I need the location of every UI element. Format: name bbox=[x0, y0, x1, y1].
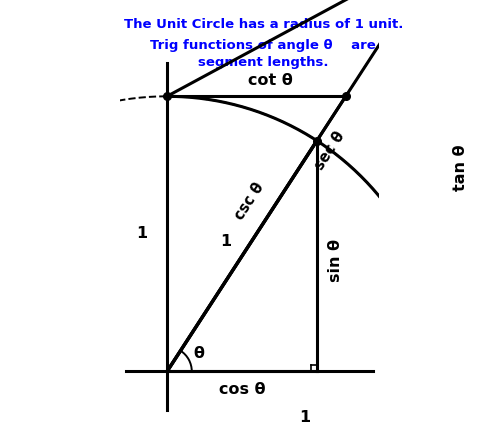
Text: cos θ: cos θ bbox=[219, 382, 265, 397]
Text: 1: 1 bbox=[299, 410, 310, 425]
Text: 1: 1 bbox=[137, 226, 148, 241]
Text: 1: 1 bbox=[220, 234, 231, 249]
Text: tan θ: tan θ bbox=[453, 145, 468, 191]
Text: The Unit Circle has a radius of 1 unit.: The Unit Circle has a radius of 1 unit. bbox=[124, 18, 403, 31]
Text: Trig functions of angle θ    are: Trig functions of angle θ are bbox=[150, 38, 376, 51]
Text: cot θ: cot θ bbox=[249, 73, 293, 88]
Text: sec θ: sec θ bbox=[311, 128, 347, 172]
Text: segment lengths.: segment lengths. bbox=[198, 57, 328, 70]
Text: sin θ: sin θ bbox=[328, 239, 343, 282]
Text: θ: θ bbox=[193, 346, 204, 361]
Text: csc θ: csc θ bbox=[232, 180, 266, 223]
